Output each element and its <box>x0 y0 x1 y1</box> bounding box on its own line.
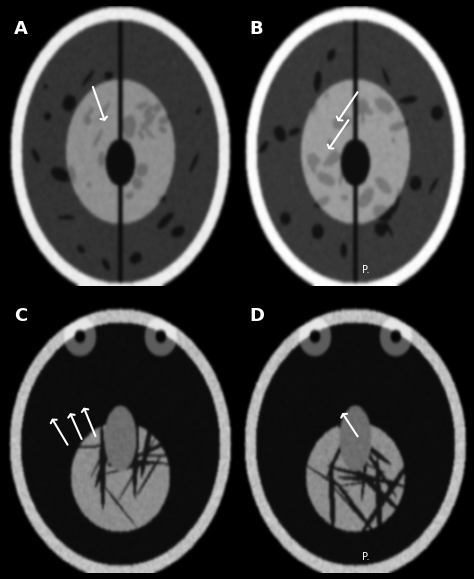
Text: P.: P. <box>362 265 370 275</box>
Text: D: D <box>249 307 264 325</box>
Text: B: B <box>249 20 263 38</box>
Text: C: C <box>14 307 27 325</box>
Text: A: A <box>14 20 28 38</box>
Text: P.: P. <box>362 552 370 562</box>
